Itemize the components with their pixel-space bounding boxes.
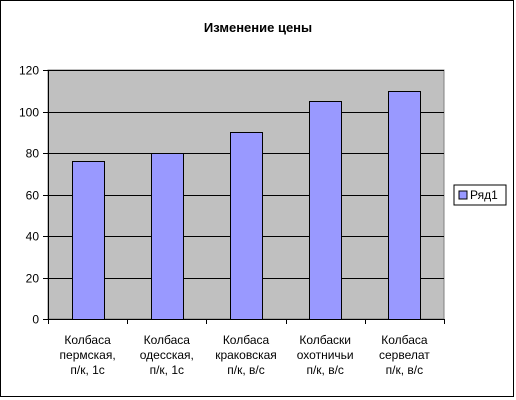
- y-tick-label: 0: [32, 313, 39, 327]
- x-category-label-line: п/к, в/с: [306, 363, 343, 377]
- y-tick-labels: 0 20 40 60 80 100 120: [19, 64, 39, 327]
- x-category-label-line: п/к, 1с: [150, 363, 184, 377]
- y-tick-label: 100: [19, 106, 39, 120]
- x-category-label-line: п/к, в/с: [386, 363, 423, 377]
- bar: [309, 101, 342, 320]
- x-category-label: Колбаса сервелат п/к, в/с: [379, 333, 430, 377]
- x-category-label-line: охотничьи: [297, 348, 354, 362]
- legend-box: [453, 184, 507, 206]
- x-category-label-line: п/к, 1с: [70, 363, 104, 377]
- legend-label: Ряд1: [470, 188, 498, 202]
- chart-title: Изменение цены: [204, 20, 312, 35]
- x-category-label-line: Колбаса: [223, 333, 270, 347]
- bar: [151, 153, 184, 320]
- y-tick-label: 40: [26, 230, 40, 244]
- y-tick-label: 120: [19, 64, 39, 78]
- bar: [72, 161, 105, 320]
- x-category-label-line: п/к, в/с: [227, 363, 264, 377]
- x-category-label: Колбаса пермская, п/к, 1с: [60, 333, 116, 377]
- x-category-label-line: Колбаски: [299, 333, 351, 347]
- legend-swatch: [458, 190, 468, 200]
- x-category-label-line: одесская,: [140, 348, 194, 362]
- x-category-label-line: пермская,: [60, 348, 116, 362]
- bar: [388, 91, 421, 320]
- x-category-label-line: краковская: [215, 348, 277, 362]
- bars: [72, 91, 421, 320]
- bar: [230, 132, 263, 320]
- x-category-label-line: сервелат: [379, 348, 430, 362]
- x-category-label-line: Колбаса: [64, 333, 111, 347]
- x-category-label: Колбаса краковская п/к, в/с: [215, 333, 277, 377]
- x-category-label: Колбаски охотничьи п/к, в/с: [297, 333, 354, 377]
- axes: [43, 70, 445, 324]
- legend: Ряд1: [453, 184, 507, 206]
- x-category-label: Колбаса одесская, п/к, 1с: [140, 333, 194, 377]
- y-tick-label: 60: [26, 189, 40, 203]
- y-tick-label: 80: [26, 147, 40, 161]
- x-category-label-line: Колбаса: [381, 333, 428, 347]
- y-tick-label: 20: [26, 272, 40, 286]
- x-category-label-line: Колбаса: [144, 333, 191, 347]
